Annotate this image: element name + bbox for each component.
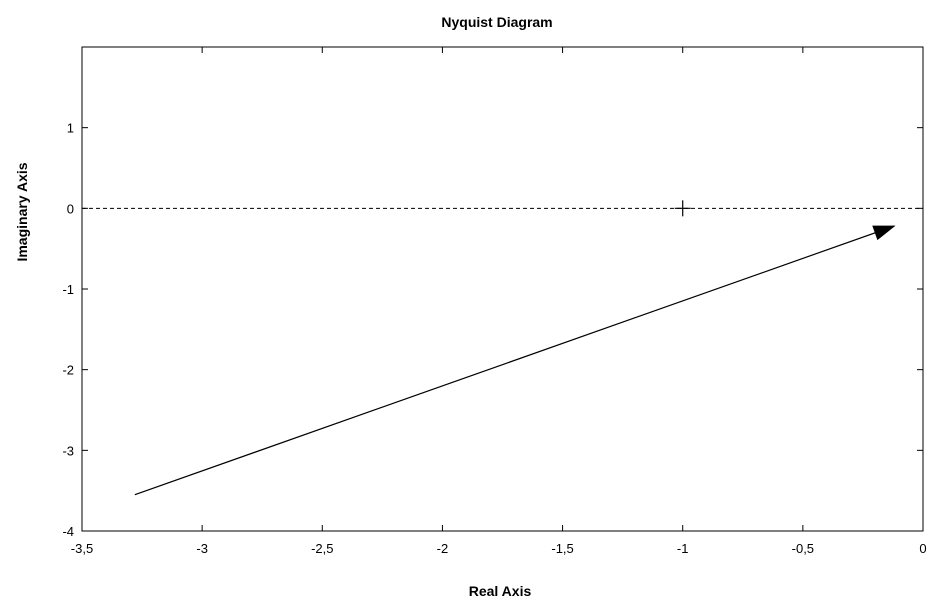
- y-tick-label: 0: [67, 201, 74, 216]
- y-tick-label: -1: [62, 282, 74, 297]
- critical-point-marker: [674, 200, 691, 217]
- arrow-head: [872, 225, 896, 241]
- plot-frame: [81, 46, 924, 532]
- x-tick-label: -3,5: [71, 541, 93, 556]
- x-tick-label: -1: [677, 541, 689, 556]
- tick-labels: -3,5 -3 -2,5 -2 -1,5 -1 -0,5 0 -4 -3 -2 -1 0 1: [62, 121, 926, 556]
- axis-ticks: [81, 47, 924, 532]
- x-tick-label: -1,5: [551, 541, 573, 556]
- y-tick-label: -4: [62, 524, 74, 539]
- chart-title: Nyquist Diagram: [441, 14, 552, 30]
- x-axis-label: Real Axis: [469, 583, 532, 599]
- x-tick-label: -3: [196, 541, 208, 556]
- plot-content: [82, 200, 923, 496]
- x-tick-label: -0,5: [792, 541, 814, 556]
- y-axis-label: Imaginary Axis: [14, 162, 30, 261]
- y-tick-label: -2: [62, 363, 74, 378]
- x-tick-label: -2,5: [311, 541, 333, 556]
- x-tick-label: -2: [437, 541, 449, 556]
- y-tick-label: 1: [67, 121, 74, 136]
- x-tick-label: 0: [919, 541, 926, 556]
- nyquist-curve: [134, 225, 895, 496]
- y-tick-label: -3: [62, 443, 74, 458]
